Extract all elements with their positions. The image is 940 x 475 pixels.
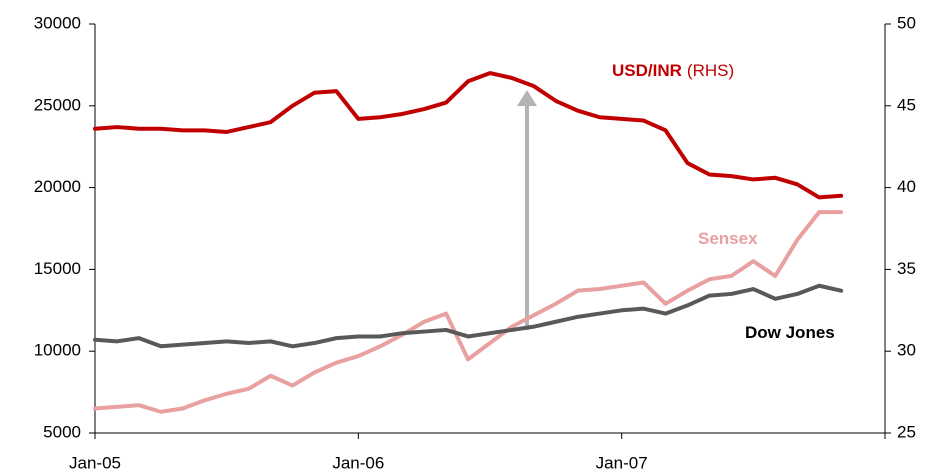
y2-tick-label: 50 bbox=[897, 13, 916, 32]
series-label: Dow Jones bbox=[745, 323, 835, 342]
series-label-name: Dow Jones bbox=[745, 323, 835, 342]
y-tick-label: 30000 bbox=[34, 13, 81, 32]
series-label-name: USD/INR bbox=[612, 61, 682, 80]
series-label: Sensex bbox=[698, 229, 758, 248]
y2-tick-label: 45 bbox=[897, 95, 916, 114]
y-tick-label: 10000 bbox=[34, 341, 81, 360]
y2-tick-label: 25 bbox=[897, 422, 916, 441]
y2-tick-label: 35 bbox=[897, 259, 916, 278]
arrow-head bbox=[517, 90, 537, 106]
x-tick-label: Jan-07 bbox=[596, 453, 648, 472]
y2-tick-label: 30 bbox=[897, 341, 916, 360]
y2-tick-label: 40 bbox=[897, 177, 916, 196]
y-tick-label: 5000 bbox=[43, 422, 81, 441]
x-tick-label: Jan-06 bbox=[332, 453, 384, 472]
series-label: USD/INR (RHS) bbox=[612, 61, 734, 80]
series-line bbox=[93, 210, 844, 414]
y-tick-label: 20000 bbox=[34, 177, 81, 196]
y-tick-label: 15000 bbox=[34, 259, 81, 278]
series-label-name: Sensex bbox=[698, 229, 758, 248]
series-line bbox=[93, 283, 844, 349]
series-line bbox=[93, 71, 844, 200]
x-tick-label: Jan-05 bbox=[69, 453, 121, 472]
annotation: (RHS) bbox=[687, 61, 734, 80]
y-tick-label: 25000 bbox=[34, 95, 81, 114]
